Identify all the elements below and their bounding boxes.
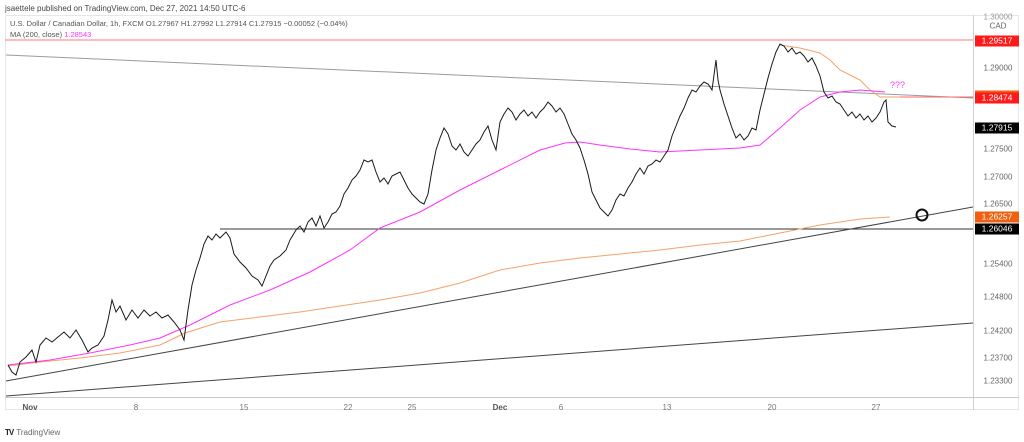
ma-label: MA (200, close): [10, 30, 63, 39]
orange-ma-price-badge: 1.26257: [975, 211, 1019, 223]
ma-legend: MA (200, close) 1.28543: [10, 29, 348, 40]
ma-value: 1.28543: [64, 30, 92, 39]
x-tick: 15: [239, 403, 249, 412]
chart-legend: U.S. Dollar / Canadian Dollar, 1h, FXCM …: [10, 18, 348, 40]
tradingview-brand: TradingView: [16, 428, 61, 437]
price-line: [7, 43, 897, 376]
y-tick: 1.25400: [983, 259, 1013, 269]
trendline-price-badge: 1.28474: [975, 90, 1019, 104]
y-tick: 1.24200: [983, 326, 1013, 336]
y-tick: 1.27000: [983, 172, 1013, 182]
y-tick: 1.23300: [983, 376, 1013, 386]
x-tick: 13: [662, 403, 672, 412]
y-tick: 1.24800: [983, 292, 1013, 302]
orange-ma-line: [7, 216, 891, 367]
resistance-price-badge: 1.29517: [975, 35, 1019, 47]
x-tick: 20: [767, 403, 777, 412]
orange-ma-line-top: [779, 44, 900, 98]
support-price-badge: 1.26046: [975, 223, 1019, 235]
price-axis-separator: [973, 15, 974, 410]
x-tick: 22: [343, 403, 353, 412]
y-tick: 1.23700: [983, 353, 1013, 363]
x-tick: 27: [871, 403, 881, 412]
y-tick-top: 1.30000: [983, 12, 1013, 22]
tradingview-logo-icon: TV: [5, 428, 14, 437]
x-tick-nov: Nov: [22, 403, 38, 412]
footer-branding[interactable]: TV TradingView: [5, 428, 60, 437]
last-price-badge: 1.27915: [975, 122, 1019, 134]
rising-trendline-lower[interactable]: [5, 322, 974, 397]
symbol-line: U.S. Dollar / Canadian Dollar, 1h, FXCM …: [10, 19, 348, 28]
x-tick: 8: [133, 403, 139, 412]
x-tick-dec: Dec: [492, 403, 508, 412]
rising-trendline-upper[interactable]: [5, 206, 974, 382]
y-tick: 1.26500: [983, 199, 1013, 209]
y-tick: 1.29000: [983, 63, 1013, 73]
y-tick: 1.27500: [983, 144, 1013, 154]
time-axis-separator: [5, 397, 1019, 398]
question-annotation: ???: [890, 80, 906, 90]
x-tick: 25: [407, 403, 417, 412]
x-tick: 6: [558, 403, 564, 412]
trendline-target-marker[interactable]: [915, 208, 929, 222]
publisher-line: jsaettele published on TradingView.com, …: [5, 4, 246, 13]
descending-trendline[interactable]: [5, 54, 974, 99]
currency-label: CAD: [989, 21, 1007, 31]
